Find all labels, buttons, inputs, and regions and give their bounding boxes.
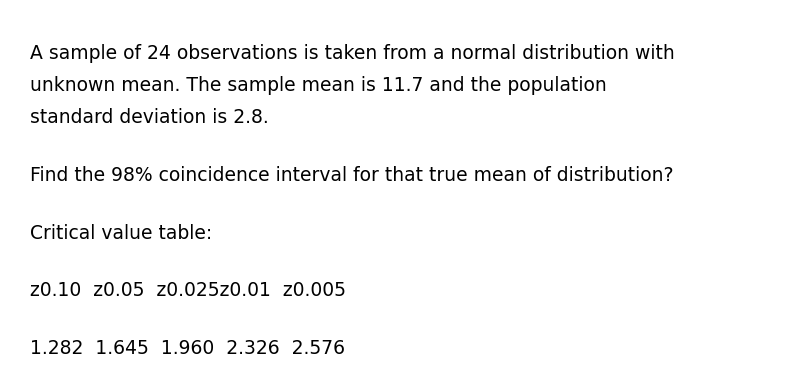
Text: Critical value table:: Critical value table: <box>30 223 213 243</box>
Text: Find the 98% coincidence interval for that true mean of distribution?: Find the 98% coincidence interval for th… <box>30 165 674 185</box>
Text: A sample of 24 observations is taken from a normal distribution with: A sample of 24 observations is taken fro… <box>30 44 675 62</box>
Text: standard deviation is 2.8.: standard deviation is 2.8. <box>30 107 269 127</box>
Text: 1.282  1.645  1.960  2.326  2.576: 1.282 1.645 1.960 2.326 2.576 <box>30 339 345 359</box>
Text: z0.10  z0.05  z0.025z0.01  z0.005: z0.10 z0.05 z0.025z0.01 z0.005 <box>30 281 346 301</box>
Text: unknown mean. The sample mean is 11.7 and the population: unknown mean. The sample mean is 11.7 an… <box>30 76 607 94</box>
